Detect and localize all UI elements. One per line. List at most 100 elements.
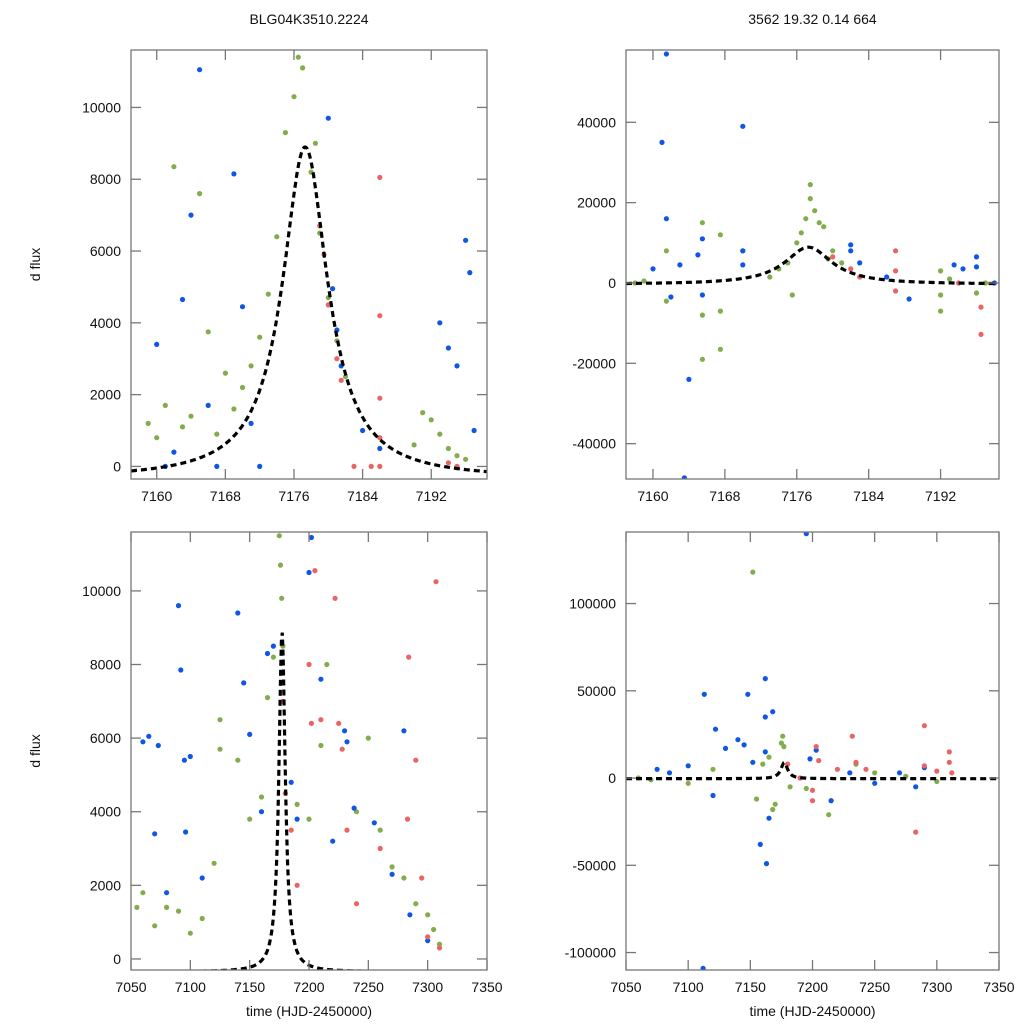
data-point-green <box>211 860 217 866</box>
data-point-blue <box>685 763 691 769</box>
data-point-blue <box>214 463 220 469</box>
data-point-green <box>463 456 469 462</box>
data-point-green <box>699 356 706 362</box>
data-point-blue <box>762 714 768 720</box>
data-point-red <box>377 435 383 441</box>
data-point-blue <box>650 266 656 272</box>
data-point-green <box>365 735 371 741</box>
y-tick-label: 6000 <box>90 730 121 746</box>
x-tick-label: 7192 <box>925 488 956 504</box>
y-tick-label: 8000 <box>90 171 121 187</box>
data-point-blue <box>437 320 443 326</box>
x-tick-label: 7100 <box>175 979 206 995</box>
data-point-green <box>641 278 647 284</box>
data-point-blue <box>663 216 670 222</box>
data-point-blue <box>701 691 707 697</box>
data-point-green <box>171 164 177 170</box>
data-point-blue <box>235 610 241 616</box>
data-point-blue <box>425 938 431 944</box>
data-point-red <box>949 770 955 776</box>
data-point-green <box>807 196 813 202</box>
data-point-blue <box>699 236 706 242</box>
data-point-red <box>377 845 383 852</box>
data-point-red <box>978 304 984 310</box>
data-point-green <box>162 402 168 408</box>
data-point-blue <box>722 745 729 752</box>
data-point-red <box>351 463 357 469</box>
data-point-green <box>235 757 241 763</box>
data-point-red <box>921 763 928 769</box>
data-point-blue <box>178 667 184 673</box>
data-point-green <box>205 329 211 335</box>
data-point-green <box>750 569 756 575</box>
data-point-green <box>938 268 944 274</box>
x-tick-label: 7250 <box>859 979 890 995</box>
data-point-blue <box>175 603 182 609</box>
x-tick-label: 7100 <box>673 979 704 995</box>
plot-frame <box>625 531 1000 971</box>
data-point-green <box>826 812 832 818</box>
x-tick-label: 7350 <box>983 979 1014 995</box>
panel-bottom-right: 7050 7100 7150 7200 7250 7300 7350 -100000 -5000… <box>565 531 1015 1019</box>
x-tick-label: 7176 <box>278 488 309 504</box>
y-tick-label: 50000 <box>577 683 616 699</box>
data-point-blue <box>179 296 186 303</box>
data-point-red <box>978 331 984 337</box>
data-point-green <box>294 801 300 808</box>
x-tick-label: 7160 <box>141 488 172 504</box>
data-point-green <box>295 54 301 60</box>
data-point-blue <box>330 286 336 292</box>
data-point-green <box>145 420 151 426</box>
data-point-green <box>188 413 194 419</box>
data-point-blue <box>351 805 357 811</box>
data-point-blue <box>146 733 152 739</box>
data-point-green <box>816 220 822 226</box>
data-point-green <box>257 334 263 340</box>
y-tick-label: 0 <box>113 458 121 474</box>
data-point-blue <box>247 731 253 738</box>
data-point-blue <box>248 420 254 426</box>
data-point-green <box>187 930 193 936</box>
y-tick-label: 0 <box>113 951 121 967</box>
model-curve <box>131 632 443 970</box>
data-point-blue <box>699 292 706 298</box>
data-point-blue <box>857 260 863 266</box>
data-point-green <box>772 801 778 807</box>
data-point-red <box>413 757 419 763</box>
data-point-blue <box>906 296 912 302</box>
data-point-green <box>794 240 800 246</box>
data-point-blue <box>264 650 271 657</box>
data-point-red <box>433 579 439 585</box>
data-point-green <box>812 208 818 214</box>
data-point-blue <box>463 237 469 243</box>
data-point-red <box>377 463 383 469</box>
data-point-green <box>248 363 254 369</box>
y-tick-label: 4000 <box>90 804 121 820</box>
data-point-green <box>938 308 944 314</box>
data-point-green <box>175 908 182 914</box>
data-point-blue <box>258 809 265 815</box>
data-point-blue <box>766 815 772 821</box>
data-point-green <box>324 661 330 668</box>
model-curve <box>131 145 487 474</box>
data-point-red <box>404 816 411 822</box>
data-point-red <box>445 460 451 466</box>
data-point-green <box>454 453 460 459</box>
data-point-green <box>934 778 940 785</box>
x-tick-label: 7160 <box>637 488 668 504</box>
data-point-green <box>276 533 282 539</box>
data-point-red <box>406 654 412 660</box>
data-point-blue <box>389 871 395 877</box>
data-point-green <box>787 784 793 790</box>
data-point-green <box>217 717 223 723</box>
data-point-blue <box>205 402 211 408</box>
data-point-green <box>973 290 980 296</box>
data-point-blue <box>872 780 878 786</box>
plot-frame <box>130 49 488 480</box>
data-point-blue <box>741 742 747 748</box>
panel-top-left: 7160 7168 7176 7184 7192 0 2000 4000 6000 8000 100… <box>27 11 488 504</box>
data-point-blue <box>750 759 756 765</box>
data-point-blue <box>848 248 854 254</box>
data-point-blue <box>199 875 205 881</box>
data-point-red <box>339 746 345 752</box>
